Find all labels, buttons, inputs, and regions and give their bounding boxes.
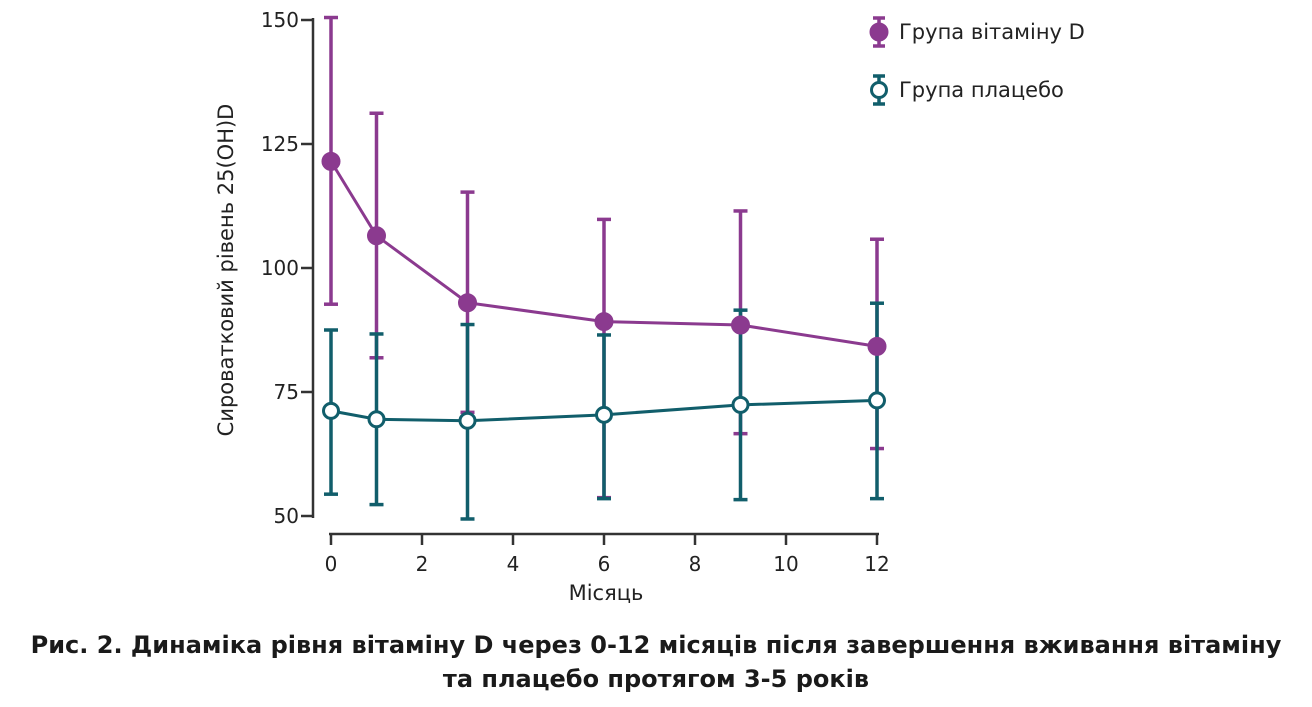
chart: 50 75 100 125 150 0 2 4 6 8 10 12 Сироватковий рів…	[214, 8, 1085, 605]
legend-marker-0	[869, 22, 889, 42]
data-point-0-1	[367, 226, 386, 246]
series-0-line	[329, 160, 878, 348]
data-point-1-1	[367, 410, 386, 429]
legend-label-0: Група вітаміну D	[899, 20, 1085, 44]
data-point-0-2	[458, 293, 477, 313]
y-tick-label-125: 125	[261, 132, 299, 156]
caption-line-2: та плацебо протягом 3-5 років	[442, 665, 870, 693]
x-tick-label-8: 8	[689, 552, 702, 576]
x-tick-label-12: 12	[864, 552, 889, 576]
y-tick-label-75: 75	[274, 380, 299, 404]
legend-label-1: Група плацебо	[899, 78, 1064, 102]
data-point-1-0	[322, 401, 340, 420]
figure-caption: Рис. 2. Динаміка рівня вітаміну D через …	[0, 628, 1312, 696]
data-point-1-3	[595, 405, 613, 424]
y-tick-label-100: 100	[261, 256, 299, 280]
legend: Група вітаміну D Група плацебо	[869, 16, 1085, 106]
x-tick-label-6: 6	[598, 552, 611, 576]
data-point-0-5	[867, 336, 887, 356]
data-point-1-2	[458, 411, 477, 430]
series-0-points	[321, 151, 887, 356]
x-tick-label-4: 4	[507, 552, 520, 576]
x-tick-label-2: 2	[416, 552, 429, 576]
data-point-1-4	[731, 395, 750, 414]
series-1-points	[322, 391, 886, 430]
y-tick-label-150: 150	[261, 8, 299, 32]
data-point-0-3	[594, 312, 614, 332]
x-axis: 0 2 4 6 8 10 12	[325, 532, 890, 576]
data-point-0-0	[321, 151, 341, 171]
legend-marker-1	[870, 81, 888, 99]
y-tick-label-50: 50	[274, 504, 299, 528]
x-axis-title: Місяць	[569, 581, 644, 605]
x-tick-label-10: 10	[773, 552, 798, 576]
caption-line-1: Рис. 2. Динаміка рівня вітаміну D через …	[30, 631, 1282, 659]
y-axis: 50 75 100 125 150	[261, 8, 315, 528]
legend-item-0: Група вітаміну D	[869, 16, 1085, 48]
plot-area	[321, 15, 887, 521]
data-point-0-4	[731, 315, 750, 335]
x-tick-label-0: 0	[325, 552, 338, 576]
y-axis-title: Сироватковий рівень 25(OH)D	[214, 104, 238, 437]
legend-item-1: Група плацебо	[870, 74, 1064, 106]
data-point-1-5	[868, 391, 886, 410]
